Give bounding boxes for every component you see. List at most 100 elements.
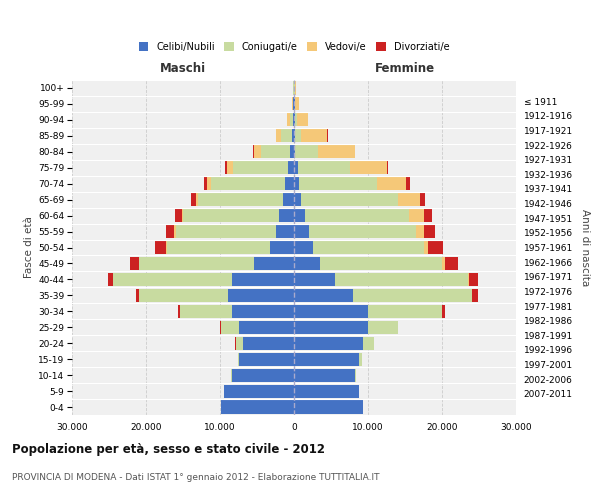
Bar: [279, 209, 294, 222]
Bar: [243, 336, 294, 350]
Bar: [469, 273, 478, 286]
Bar: [363, 336, 374, 350]
Text: Maschi: Maschi: [160, 62, 206, 75]
Bar: [253, 145, 254, 158]
Bar: [113, 273, 232, 286]
Bar: [182, 209, 183, 222]
Bar: [295, 98, 299, 110]
Bar: [294, 336, 363, 350]
Bar: [271, 241, 294, 254]
Bar: [205, 177, 208, 190]
Bar: [288, 161, 294, 174]
Bar: [377, 177, 406, 190]
Bar: [236, 336, 243, 350]
Bar: [428, 241, 443, 254]
Bar: [285, 177, 294, 190]
Bar: [355, 368, 356, 382]
Bar: [406, 177, 410, 190]
Bar: [294, 257, 320, 270]
Bar: [208, 177, 211, 190]
Text: Femmine: Femmine: [375, 62, 435, 75]
Bar: [416, 225, 424, 238]
Bar: [294, 320, 368, 334]
Bar: [294, 289, 353, 302]
Bar: [294, 209, 305, 222]
Bar: [254, 257, 294, 270]
Bar: [294, 161, 298, 174]
Bar: [317, 145, 355, 158]
Bar: [335, 273, 468, 286]
Text: Popolazione per età, sesso e stato civile - 2012: Popolazione per età, sesso e stato civil…: [12, 442, 325, 456]
Bar: [175, 209, 182, 222]
Y-axis label: Anni di nascita: Anni di nascita: [580, 209, 590, 286]
Bar: [136, 289, 139, 302]
Bar: [294, 130, 295, 142]
Bar: [294, 384, 359, 398]
Bar: [293, 114, 294, 126]
Bar: [228, 289, 294, 302]
Bar: [368, 305, 442, 318]
Bar: [294, 352, 359, 366]
Bar: [287, 114, 290, 126]
Bar: [424, 241, 428, 254]
Bar: [178, 305, 180, 318]
Bar: [309, 225, 416, 238]
Bar: [166, 241, 167, 254]
Bar: [108, 273, 113, 286]
Bar: [442, 257, 445, 270]
Bar: [468, 273, 469, 286]
Bar: [227, 161, 233, 174]
Bar: [301, 193, 398, 206]
Bar: [294, 114, 295, 126]
Bar: [232, 305, 294, 318]
Bar: [294, 241, 313, 254]
Bar: [305, 209, 409, 222]
Bar: [294, 193, 301, 206]
Bar: [445, 257, 458, 270]
Bar: [294, 273, 335, 286]
Bar: [191, 193, 196, 206]
Bar: [320, 257, 442, 270]
Bar: [313, 241, 424, 254]
Bar: [233, 161, 288, 174]
Bar: [167, 241, 271, 254]
Bar: [239, 320, 294, 334]
Bar: [442, 305, 445, 318]
Bar: [298, 161, 349, 174]
Bar: [130, 257, 139, 270]
Bar: [409, 209, 424, 222]
Bar: [294, 368, 355, 382]
Bar: [368, 320, 398, 334]
Bar: [301, 130, 328, 142]
Bar: [294, 225, 309, 238]
Bar: [292, 98, 293, 110]
Bar: [296, 114, 308, 126]
Bar: [424, 225, 434, 238]
Bar: [221, 320, 239, 334]
Text: PROVINCIA DI MODENA - Dati ISTAT 1° gennaio 2012 - Elaborazione TUTTITALIA.IT: PROVINCIA DI MODENA - Dati ISTAT 1° genn…: [12, 472, 380, 482]
Bar: [232, 368, 294, 382]
Bar: [353, 289, 472, 302]
Bar: [386, 161, 388, 174]
Bar: [294, 400, 363, 413]
Bar: [211, 177, 285, 190]
Bar: [398, 193, 420, 206]
Bar: [294, 98, 295, 110]
Bar: [299, 177, 377, 190]
Bar: [176, 225, 275, 238]
Bar: [290, 114, 293, 126]
Bar: [275, 225, 294, 238]
Legend: Celibi/Nubili, Coniugati/e, Vedovi/e, Divorziati/e: Celibi/Nubili, Coniugati/e, Vedovi/e, Di…: [134, 38, 454, 56]
Bar: [290, 145, 294, 158]
Bar: [221, 400, 294, 413]
Bar: [294, 177, 299, 190]
Bar: [276, 130, 281, 142]
Bar: [424, 209, 433, 222]
Bar: [295, 82, 296, 94]
Bar: [239, 352, 294, 366]
Bar: [183, 209, 279, 222]
Bar: [295, 114, 296, 126]
Bar: [420, 193, 425, 206]
Bar: [292, 130, 294, 142]
Bar: [238, 352, 239, 366]
